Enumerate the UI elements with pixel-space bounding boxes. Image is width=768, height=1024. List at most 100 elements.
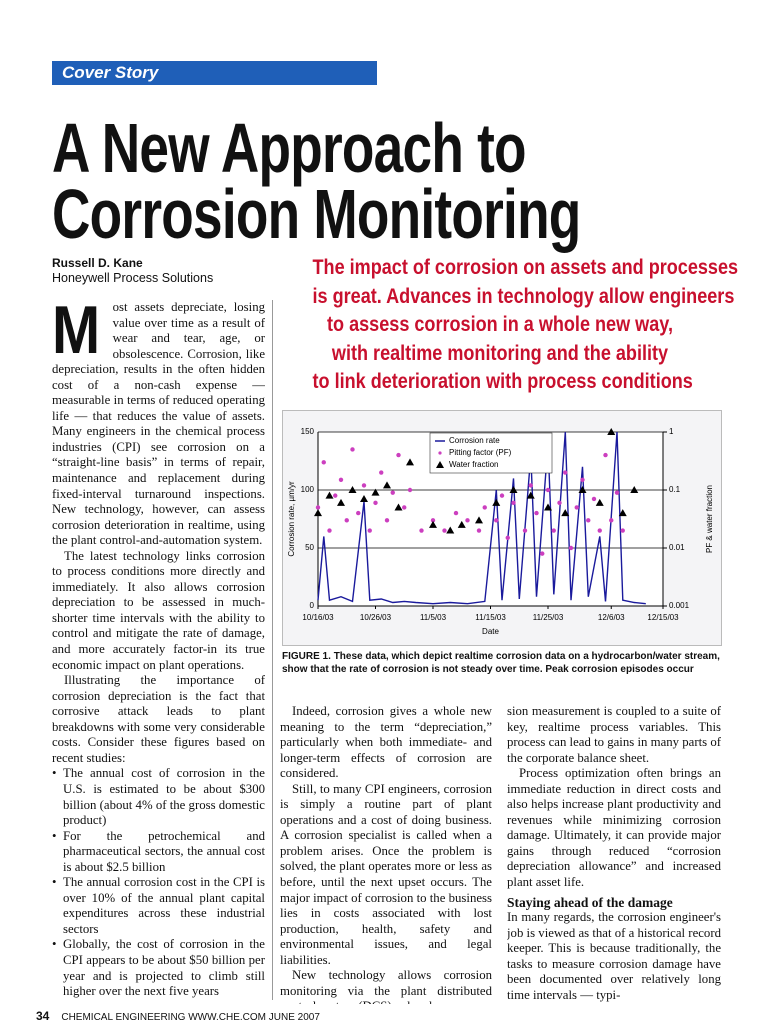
paragraph: New technology allows corrosion monitori… bbox=[280, 968, 492, 1004]
deck-line: to link deterioration with process condi… bbox=[312, 370, 693, 393]
pf-point bbox=[379, 470, 384, 475]
pf-point bbox=[620, 528, 625, 533]
y-tick-label: 50 bbox=[305, 543, 314, 552]
pf-point bbox=[350, 447, 355, 452]
pf-point bbox=[499, 493, 505, 498]
water-point bbox=[446, 526, 455, 534]
deck-line: The impact of corrosion on assets and pr… bbox=[312, 256, 739, 279]
pf-point bbox=[465, 518, 470, 523]
paragraph: Indeed, corrosion gives a whole new mean… bbox=[280, 704, 492, 781]
pf-point bbox=[419, 528, 424, 533]
pf-point bbox=[511, 500, 516, 506]
pf-point bbox=[338, 477, 344, 482]
subheading: Staying ahead of the damage bbox=[507, 894, 673, 910]
bullet: Globally, the cost of corrosion in the C… bbox=[52, 937, 265, 999]
legend-label: Corrosion rate bbox=[449, 436, 500, 445]
water-point bbox=[618, 509, 627, 517]
pf-point bbox=[586, 518, 591, 523]
title: A New Approach to bbox=[52, 109, 527, 187]
pf-point bbox=[494, 518, 499, 523]
section-label: Cover Story bbox=[52, 61, 377, 85]
y2-tick-label: 0.1 bbox=[669, 485, 681, 494]
pf-point bbox=[442, 528, 447, 533]
footer: 34 CHEMICAL ENGINEERING WWW.CHE.COM JUNE … bbox=[36, 1009, 320, 1023]
deck-line: with realtime monitoring and the ability bbox=[331, 341, 669, 365]
deck-line: to assess corrosion in a whole new way, bbox=[327, 313, 673, 336]
water-point bbox=[475, 516, 483, 524]
water-point bbox=[561, 509, 570, 517]
x-tick-label: 11/15/03 bbox=[475, 613, 506, 622]
bullet-list: The annual cost of corrosion in the U.S.… bbox=[52, 766, 265, 999]
pf-point bbox=[563, 470, 568, 475]
bullet: For the petrochemical and pharmaceutical… bbox=[52, 829, 265, 876]
pf-point bbox=[453, 510, 459, 516]
deck: The impact of corrosion on assets and pr… bbox=[282, 254, 739, 397]
paragraph: The latest technology links corrosion to… bbox=[52, 548, 265, 672]
legend-label: Water fraction bbox=[449, 460, 499, 469]
x-tick-label: 12/6/03 bbox=[598, 613, 625, 622]
pf-point bbox=[614, 490, 620, 495]
pf-point bbox=[402, 505, 407, 510]
pf-point bbox=[407, 487, 413, 493]
water-point bbox=[371, 488, 380, 496]
pf-point bbox=[344, 518, 349, 523]
pf-point bbox=[597, 528, 602, 533]
middle-column: Indeed, corrosion gives a whole new mean… bbox=[280, 704, 492, 1004]
dropcap: M bbox=[52, 300, 101, 368]
caption: FIGURE 1. These data, which depict realt… bbox=[282, 650, 722, 676]
pf-point bbox=[528, 483, 533, 488]
x-tick-label: 12/15/03 bbox=[647, 613, 679, 622]
water-point bbox=[492, 498, 501, 506]
affiliation: Honeywell Process Solutions bbox=[52, 271, 214, 285]
water-point bbox=[429, 520, 437, 528]
column-rule bbox=[272, 300, 273, 1000]
water-point bbox=[630, 486, 639, 493]
paragraph: Process optimization often brings an imm… bbox=[507, 766, 721, 890]
water-point bbox=[383, 481, 391, 489]
y2-tick-label: 0.001 bbox=[669, 601, 690, 610]
caption-text: These data, which depict realtime corros… bbox=[282, 651, 720, 675]
water-point bbox=[337, 498, 345, 506]
water-point bbox=[578, 486, 587, 493]
pf-point bbox=[557, 500, 562, 506]
pf-point bbox=[361, 483, 367, 488]
water-point bbox=[348, 486, 357, 493]
caption-label: FIGURE 1. bbox=[282, 651, 331, 662]
pf-point bbox=[396, 452, 401, 458]
y-tick-label: 100 bbox=[301, 485, 315, 494]
x-tick-label: 11/25/03 bbox=[533, 613, 564, 622]
water-point bbox=[509, 486, 518, 493]
y-axis-title: Corrosion rate, µm/yr bbox=[287, 481, 296, 557]
pf-point bbox=[568, 545, 574, 551]
water-point bbox=[544, 503, 552, 511]
legend-swatch bbox=[438, 451, 442, 455]
water-point bbox=[457, 520, 466, 528]
page-number: 34 bbox=[36, 1009, 50, 1023]
x-tick-label: 10/16/03 bbox=[302, 613, 334, 622]
pf-point bbox=[580, 477, 585, 482]
paragraph: Illustrating the importance of corrosion… bbox=[52, 673, 265, 765]
pf-point bbox=[430, 518, 436, 523]
y-tick-label: 0 bbox=[310, 601, 315, 610]
bullet: The annual corrosion cost in the CPI is … bbox=[52, 875, 265, 937]
pf-point bbox=[476, 528, 482, 533]
corrosion-line bbox=[317, 431, 646, 605]
x-tick-label: 11/5/03 bbox=[420, 613, 447, 622]
pf-point bbox=[609, 518, 614, 523]
pf-point bbox=[551, 528, 556, 533]
pf-point bbox=[522, 528, 528, 533]
footer-text: CHEMICAL ENGINEERING WWW.CHE.COM JUNE 20… bbox=[61, 1012, 320, 1023]
pf-point bbox=[534, 510, 539, 516]
pf-point bbox=[505, 535, 510, 540]
paragraph: sion measurement is coupled to a suite o… bbox=[507, 704, 721, 765]
y2-tick-label: 0.01 bbox=[669, 543, 685, 552]
water-point bbox=[595, 498, 604, 506]
pf-point bbox=[540, 551, 545, 556]
y2-tick-label: 1 bbox=[669, 427, 674, 436]
author: Russell D. Kane bbox=[52, 256, 143, 270]
pf-point bbox=[327, 528, 332, 533]
water-point bbox=[314, 509, 322, 517]
legend-swatch bbox=[436, 461, 444, 468]
legend-box bbox=[429, 432, 553, 474]
